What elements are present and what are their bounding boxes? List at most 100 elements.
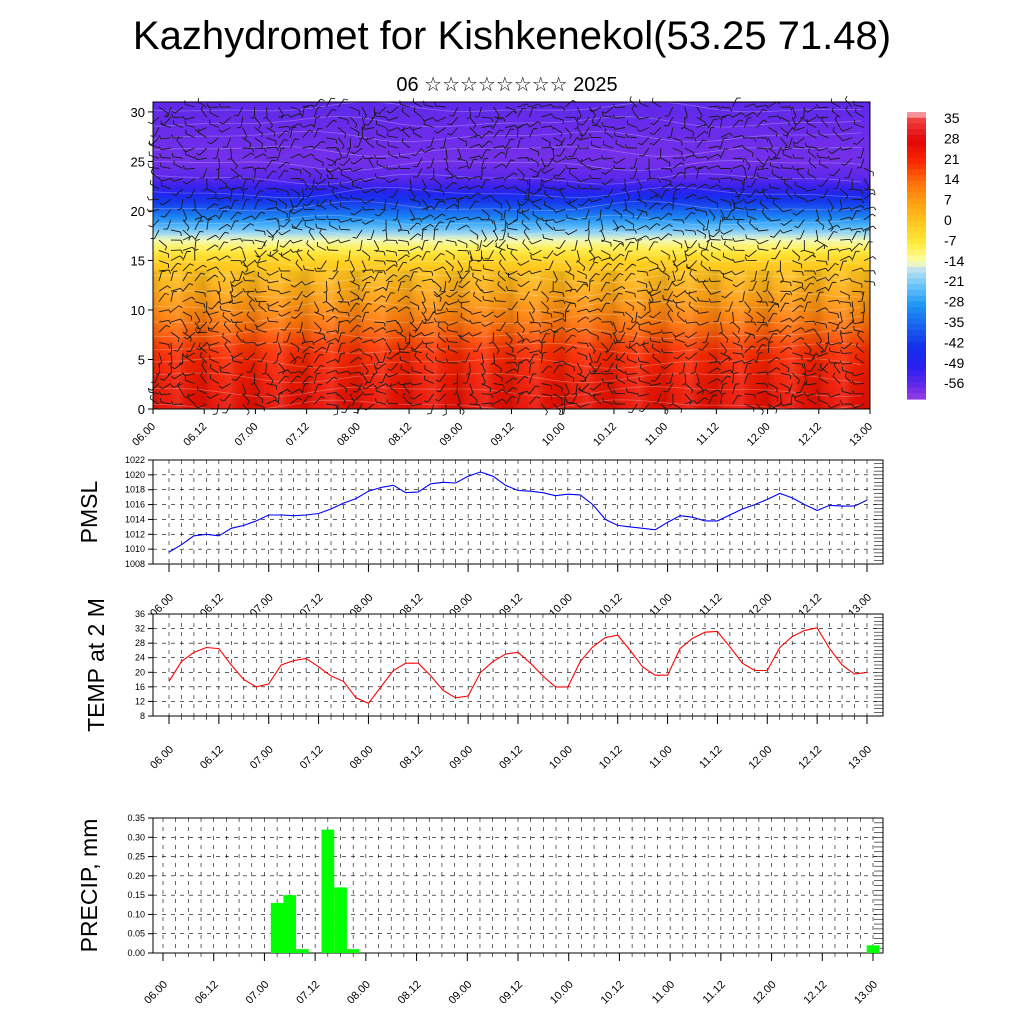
y-tick-label: 0.10 [127,909,145,919]
x-tick-label: 12.12 [796,744,824,772]
y-tick-label: 15 [131,253,145,268]
y-tick-label: 30 [131,105,145,120]
contour-line [153,299,862,312]
grid [153,614,883,716]
colorbar-swatch [907,146,926,153]
contour-line [153,342,862,354]
pmsl-panel: 10081010101210141016101810201022PMSL06.0… [76,455,884,620]
x-tick-label: 12.00 [745,421,773,449]
x-tick-label: 08.00 [345,979,373,1007]
precip-bar [321,829,335,953]
y-tick-label: 10 [131,303,145,318]
colorbar-label: -21 [944,273,964,289]
x-tick-label: 09.00 [446,979,474,1007]
colorbar-label: -28 [944,294,964,310]
y-tick-label: 1020 [125,470,145,480]
y-tick-label: 16 [135,682,145,692]
colorbar-swatch [907,180,926,188]
pmsl-panel-frame [152,459,884,565]
colorbar-swatch [907,387,926,394]
colorbar-swatch [907,289,926,297]
colorbar-swatch [907,370,926,377]
y-tick-label: 1008 [125,559,145,569]
x-tick-label: 09.12 [489,421,517,449]
colorbar-swatch [907,249,926,257]
y-tick-label: 36 [135,609,145,619]
colorbar-swatch [907,232,926,239]
x-tick-label: 10.12 [591,421,619,449]
x-tick-label: 10.00 [548,979,576,1007]
colorbar-label: 35 [944,110,960,126]
y-tick-label: 28 [135,638,145,648]
colorbar-swatch [907,203,926,211]
colorbar-swatch [907,175,926,182]
y-axis-title: TEMP at 2 M [83,598,109,732]
colorbar-swatch [907,221,926,228]
x-tick-label: 07.12 [294,979,322,1007]
colorbar-swatch [907,129,926,136]
colorbar-swatch [907,226,926,234]
contour-line [152,244,862,256]
wind-barb-strokes [146,95,877,417]
x-tick-label: 07.12 [298,744,326,772]
colorbar-label: 0 [944,212,952,228]
y-tick-label: 5 [138,352,145,367]
y-tick-label: 20 [131,204,145,219]
temp-panel-frame [152,613,884,717]
colorbar-swatch [907,335,926,343]
colorbar-label: -35 [944,314,964,330]
x-tick-label: 07.00 [248,744,276,772]
y-tick-label: 1012 [125,529,145,539]
y-tick-label: 1018 [125,485,145,495]
y-tick-label: 0.20 [127,871,145,881]
colorbar-swatch [907,301,926,308]
colorbar-swatch [907,117,926,125]
colorbar-swatch [907,152,926,159]
y-tick-label: 1022 [125,455,145,465]
x-tick-label: 10.12 [599,979,627,1007]
y-tick-label: 25 [131,154,145,169]
x-tick-label: 13.00 [847,421,875,449]
colorbar-swatch [907,295,926,303]
y-tick-label: 1010 [125,544,145,554]
x-tick-label: 09.00 [447,744,475,772]
x-tick-label: 11.12 [694,421,721,448]
upper-air-panel: 0 5 10 15 20 25 30 06.00 06.12 07.00 07.12 08.00 08.… [130,95,877,449]
y-tick-label: 1014 [125,514,145,524]
contour-lines [152,101,862,411]
x-tick-label: 11.12 [697,744,724,771]
y-tick-label: 20 [135,667,145,677]
y-tick-label: 12 [135,696,145,706]
colorbar-swatch [907,123,926,130]
colorbar-swatch [907,284,926,291]
colorbar-label: -56 [944,375,964,391]
x-tick-label: 11.00 [650,979,677,1006]
x-tick-label: 06.12 [181,421,209,449]
colorbar-swatch [907,341,926,348]
colorbar-swatch [907,272,926,280]
x-tick-label: 08.12 [386,421,414,449]
x-tick-label: 12.12 [801,979,829,1007]
colorbar-swatch [907,140,926,148]
x-tick-label: 11.12 [701,979,728,1006]
y-tick-label: 0 [138,402,145,417]
x-tick-label: 08.00 [335,421,363,449]
colorbar-label: 21 [944,151,960,167]
contour-line [152,229,862,241]
colorbar-swatch [907,238,926,245]
contour-line [152,327,862,339]
colorbar-swatch [907,209,926,216]
colorbar-swatch [907,376,926,383]
colorbar-swatch [907,324,926,331]
colorbar-label: 7 [944,192,952,208]
x-tick-label: 08.12 [397,744,425,772]
x-tick-label: 13.00 [846,744,874,772]
contour-line [152,273,862,285]
x-tick-label: 06.00 [148,744,176,772]
y-tick-label: 0.05 [127,929,145,939]
y-tick-label: 0.00 [127,948,145,958]
precip-bar [283,895,297,953]
colorbar-swatch [907,381,926,389]
contour-line [152,186,862,199]
